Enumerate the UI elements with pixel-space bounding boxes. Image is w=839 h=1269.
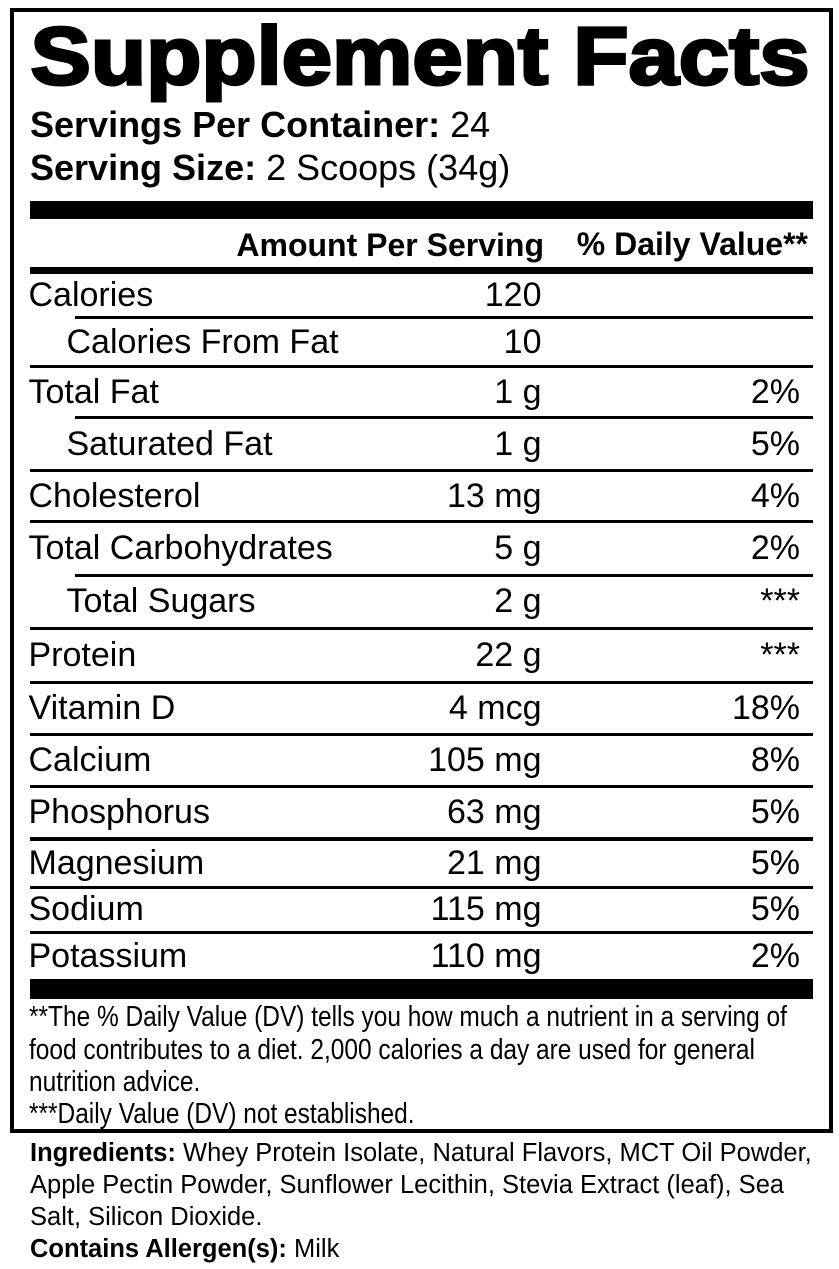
svg-text:Supplement Facts: Supplement Facts: [31, 11, 810, 102]
